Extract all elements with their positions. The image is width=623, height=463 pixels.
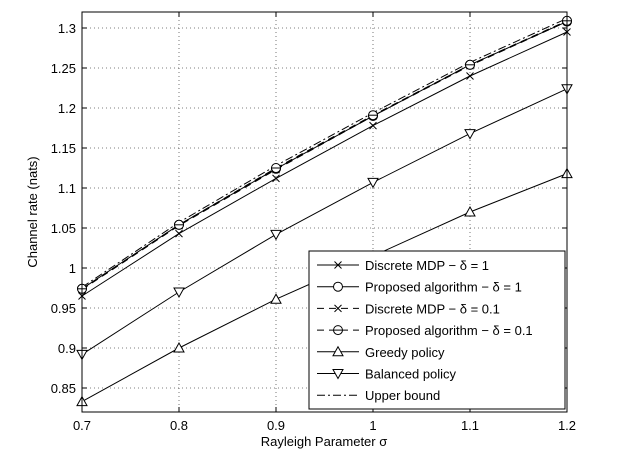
data-point-6 <box>270 229 282 241</box>
marker-stroke <box>334 261 342 269</box>
marker-shape <box>464 205 476 217</box>
axis-tick-labels: 0.7 0.8 0.9 1 1.1 1.2 0.85 0.9 0.95 1 1.05 1.1 1.15 1… <box>51 21 576 433</box>
legend-label: Proposed algorithm − δ = 1 <box>365 280 522 295</box>
data-point-5 <box>464 205 476 217</box>
y-tick-label: 1.1 <box>58 181 76 196</box>
data-point-5 <box>270 293 282 304</box>
marker-shape <box>332 345 344 357</box>
legend-label: Upper bound <box>365 388 440 403</box>
marker-stroke <box>466 72 474 80</box>
y-tick-label: 1.15 <box>51 141 76 156</box>
marker-stroke <box>175 229 183 238</box>
legend-marker <box>333 281 343 292</box>
marker-stroke <box>272 174 280 183</box>
y-tick-label: 1 <box>69 261 76 276</box>
marker-shape <box>464 129 476 140</box>
data-point-4 <box>465 59 475 70</box>
legend-marker <box>332 369 344 380</box>
x-tick-label: 0.7 <box>73 418 91 433</box>
legend-marker <box>333 325 343 336</box>
legend-box <box>308 250 566 410</box>
legend-label: Greedy policy <box>365 345 445 360</box>
legend-entry-1: Discrete MDP − δ = 1 <box>317 258 489 273</box>
legend-marker <box>334 261 342 269</box>
legend-label: Discrete MDP − δ = 1 <box>365 258 489 273</box>
data-point-4 <box>368 110 378 121</box>
y-tick-label: 0.9 <box>58 341 76 356</box>
data-point-5 <box>173 341 185 353</box>
x-tick-label: 1 <box>369 418 376 433</box>
legend-marker <box>332 345 344 357</box>
data-point-1 <box>272 174 280 183</box>
x-tick-label: 0.8 <box>170 418 188 433</box>
data-point-1 <box>369 121 377 130</box>
legend-entry-2: Proposed algorithm − δ = 1 <box>317 280 522 295</box>
x-axis-label: Rayleigh Parameter σ <box>261 434 388 449</box>
marker-shape <box>367 177 379 189</box>
marker-stroke <box>334 304 342 313</box>
marker-shape <box>270 293 282 304</box>
data-point-1 <box>466 72 474 80</box>
marker-stroke <box>369 121 377 130</box>
y-tick-label: 1.05 <box>51 221 76 236</box>
legend-entry-5: Greedy policy <box>317 345 445 360</box>
x-tick-label: 1.1 <box>461 418 479 433</box>
marker-shape <box>270 229 282 241</box>
y-axis-label: Channel rate (nats) <box>25 156 40 267</box>
y-tick-label: 0.95 <box>51 301 76 316</box>
y-tick-label: 1.25 <box>51 61 76 76</box>
x-tick-label: 0.9 <box>267 418 285 433</box>
data-point-6 <box>367 177 379 189</box>
axis-ticks <box>81 12 568 412</box>
data-point-6 <box>464 129 476 140</box>
x-tick-label: 1.2 <box>558 418 576 433</box>
marker-shape <box>333 281 343 292</box>
legend-entry-7: Upper bound <box>317 388 440 403</box>
marker-shape <box>173 287 185 299</box>
series-line-6 <box>81 88 568 355</box>
series-line-7 <box>81 17 568 288</box>
data-point-6 <box>173 287 185 299</box>
plot-frame <box>81 11 568 413</box>
marker-shape <box>173 341 185 353</box>
legend-entry-3: Discrete MDP − δ = 0.1 <box>317 301 500 316</box>
legend-marker <box>334 304 342 313</box>
legend-label: Proposed algorithm − δ = 0.1 <box>365 323 533 338</box>
data-point-1 <box>175 229 183 238</box>
series-line-3 <box>81 21 568 291</box>
legend-entry-6: Balanced policy <box>317 367 457 382</box>
legend-entry-4: Proposed algorithm − δ = 0.1 <box>317 323 533 338</box>
legend-label: Discrete MDP − δ = 0.1 <box>365 301 500 316</box>
data-point-4 <box>174 219 184 230</box>
marker-shape <box>332 369 344 380</box>
series-line-4 <box>81 20 568 290</box>
series-line-1 <box>81 31 568 297</box>
data-point-4 <box>271 163 281 173</box>
legend-label: Balanced policy <box>365 367 457 382</box>
y-tick-label: 0.85 <box>51 381 76 396</box>
y-tick-label: 1.2 <box>58 101 76 116</box>
legend: Discrete MDP − δ = 1 Proposed algorithm −… <box>308 250 566 410</box>
y-tick-label: 1.3 <box>58 21 76 36</box>
